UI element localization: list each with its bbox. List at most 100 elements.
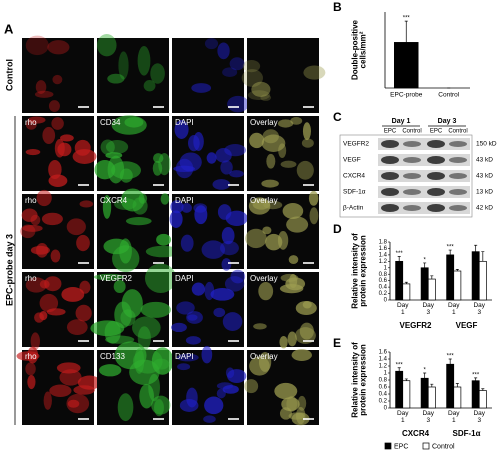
- error-bar: [474, 377, 478, 381]
- tissue-signal: [286, 216, 309, 233]
- tissue-signal: [30, 245, 50, 255]
- x-tick-label: Control: [438, 91, 460, 99]
- y-axis-label: Relative intensity of protein expression: [350, 342, 368, 418]
- tissue-signal: [72, 149, 97, 164]
- bar: [394, 42, 419, 89]
- group-label: VEGF: [455, 320, 478, 330]
- image-label: rho: [25, 196, 37, 205]
- x-tick-label: Day 3: [473, 302, 486, 316]
- tissue-signal: [54, 138, 65, 158]
- tissue-signal: [66, 319, 88, 335]
- bar: [453, 386, 462, 409]
- blot-band: [449, 173, 467, 179]
- tissue-signal: [302, 122, 311, 141]
- tissue-signal: [79, 200, 94, 208]
- tissue-signal: [148, 373, 161, 402]
- tissue-signal: [245, 228, 267, 249]
- bar: [471, 251, 480, 301]
- tissue-signal: [185, 336, 201, 345]
- bar: [395, 370, 404, 409]
- tissue-signal: [119, 168, 133, 183]
- tissue-signal: [222, 384, 239, 394]
- tissue-signal: [156, 233, 172, 246]
- lane-label: EPC: [384, 129, 397, 135]
- x-tick-label: Day 3: [422, 410, 435, 424]
- tissue-signal: [201, 240, 226, 259]
- tissue-signal: [25, 119, 37, 130]
- significance: ***: [396, 362, 404, 368]
- error-bar: [448, 249, 452, 255]
- blot-strip: [378, 170, 470, 182]
- tissue-signal: [21, 208, 38, 222]
- tissue-signal: [279, 335, 288, 349]
- y-tick-label: 1.8: [379, 240, 388, 246]
- tissue-signal: [22, 224, 43, 232]
- image-label: CXCR4: [100, 196, 128, 205]
- tissue-signal: [277, 119, 294, 128]
- image-label: Overlay: [250, 274, 278, 283]
- error-bar: [448, 358, 452, 365]
- tissue-signal: [221, 226, 235, 245]
- error-bar: [481, 251, 485, 262]
- tissue-signal: [291, 349, 312, 361]
- tissue-signal: [144, 263, 177, 293]
- bar: [427, 278, 436, 301]
- y-tick-label: 0.4: [379, 392, 388, 398]
- size-label: 150 kD: [476, 141, 497, 148]
- tissue-signal: [187, 314, 198, 321]
- tissue-signal: [125, 217, 152, 226]
- image-label: rho: [25, 118, 37, 127]
- size-label: 43 kD: [476, 173, 493, 180]
- tissue-signal: [27, 374, 36, 390]
- error-bar: [404, 378, 408, 381]
- error-bar: [423, 372, 427, 379]
- tissue-signal: [94, 160, 116, 180]
- x-tick-label: Day 3: [473, 410, 486, 424]
- tissue-signal: [66, 218, 86, 236]
- bar: [402, 283, 411, 301]
- group-label: VEGFR2: [399, 320, 432, 330]
- protein-label: VEGFR2: [343, 141, 369, 148]
- tissue-signal: [222, 67, 238, 78]
- lane-label: Control: [448, 129, 467, 135]
- tissue-signal: [151, 347, 174, 375]
- image-label: DAPI: [175, 118, 194, 127]
- micrograph: [247, 38, 319, 113]
- protein-label: SDF-1α: [343, 189, 366, 196]
- row-label: Control: [4, 59, 14, 91]
- tissue-signal: [201, 345, 213, 364]
- tissue-signal: [281, 397, 300, 412]
- protein-label: β-Actin: [343, 205, 364, 212]
- bar: [395, 260, 404, 301]
- error-bar: [481, 388, 485, 391]
- tissue-signal: [258, 352, 272, 372]
- tissue-signal: [193, 132, 204, 151]
- tissue-signal: [191, 282, 206, 296]
- blot-band: [381, 156, 399, 164]
- image-label: CD133: [100, 352, 125, 361]
- y-axis-label: Relative intensity of protein expression: [350, 233, 368, 309]
- tissue-signal: [35, 80, 47, 94]
- row-label: EPC-probe day 3: [4, 234, 14, 306]
- tissue-signal: [76, 234, 90, 252]
- blot-band: [427, 188, 445, 196]
- tissue-signal: [47, 40, 70, 55]
- image-label: Overlay: [250, 196, 278, 205]
- tissue-signal: [27, 346, 39, 364]
- tissue-signal: [140, 301, 171, 318]
- tissue-signal: [204, 38, 219, 50]
- legend-swatch: [384, 442, 392, 450]
- tissue-signal: [41, 212, 63, 226]
- y-tick-label: 0.4: [379, 285, 388, 291]
- legend-label: Control: [432, 443, 455, 450]
- tissue-signal: [105, 139, 129, 154]
- group-label: CXCR4: [401, 428, 430, 438]
- y-axis-label: Double-positive cells/mm²: [350, 20, 368, 81]
- tissue-signal: [132, 348, 163, 374]
- tissue-signal: [61, 287, 85, 302]
- error-bar: [455, 383, 459, 387]
- tissue-signal: [100, 139, 115, 155]
- significance: ***: [447, 354, 455, 360]
- tissue-signal: [117, 393, 134, 422]
